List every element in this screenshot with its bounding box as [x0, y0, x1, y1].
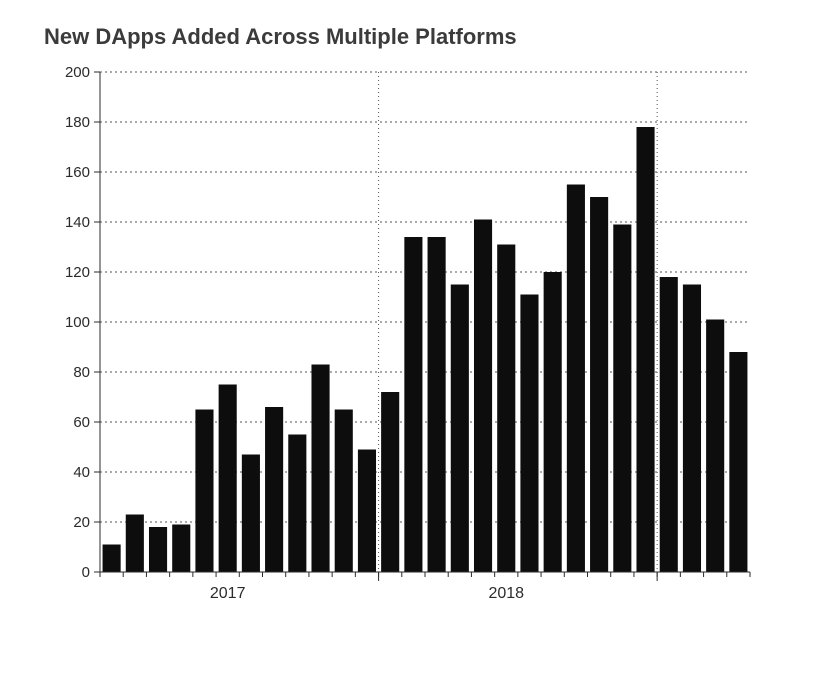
- ytick-label: 160: [65, 164, 90, 181]
- bar: [265, 407, 283, 572]
- bar: [288, 435, 306, 573]
- ytick-label: 100: [65, 314, 90, 331]
- chart-title: New DApps Added Across Multiple Platform…: [44, 24, 792, 50]
- bar: [706, 320, 724, 573]
- bar: [103, 545, 121, 573]
- plot-area: 0 20 40 60 80 100 120 140 160 180 200 2017 2018: [40, 58, 792, 618]
- bar: [660, 277, 678, 572]
- chart-svg: 0 20 40 60 80 100 120 140 160 180 200 2017 2018: [40, 58, 760, 618]
- bar: [404, 237, 422, 572]
- bar: [358, 450, 376, 573]
- bar: [311, 365, 329, 573]
- xtick-label: 2017: [210, 585, 246, 602]
- bar: [567, 185, 585, 573]
- ytick-label: 200: [65, 64, 90, 81]
- bar: [195, 410, 213, 573]
- bar: [520, 295, 538, 573]
- bar: [683, 285, 701, 573]
- bar: [335, 410, 353, 573]
- bar: [242, 455, 260, 573]
- bar: [149, 527, 167, 572]
- bar: [126, 515, 144, 573]
- bar: [729, 352, 747, 572]
- bar: [636, 127, 654, 572]
- ytick-label: 40: [73, 464, 90, 481]
- bar: [497, 245, 515, 573]
- bar: [613, 225, 631, 573]
- bar: [451, 285, 469, 573]
- ytick-label: 60: [73, 414, 90, 431]
- bar: [544, 272, 562, 572]
- bar: [381, 392, 399, 572]
- ytick-label: 80: [73, 364, 90, 381]
- bar: [590, 197, 608, 572]
- chart-container: New DApps Added Across Multiple Platform…: [0, 0, 820, 691]
- ytick-label: 20: [73, 514, 90, 531]
- ytick-label: 120: [65, 264, 90, 281]
- ytick-label: 0: [82, 564, 90, 581]
- bar: [219, 385, 237, 573]
- ytick-label: 180: [65, 114, 90, 131]
- xtick-label: 2018: [488, 585, 524, 602]
- bar: [172, 525, 190, 573]
- bar: [428, 237, 446, 572]
- bar: [474, 220, 492, 573]
- ytick-label: 140: [65, 214, 90, 231]
